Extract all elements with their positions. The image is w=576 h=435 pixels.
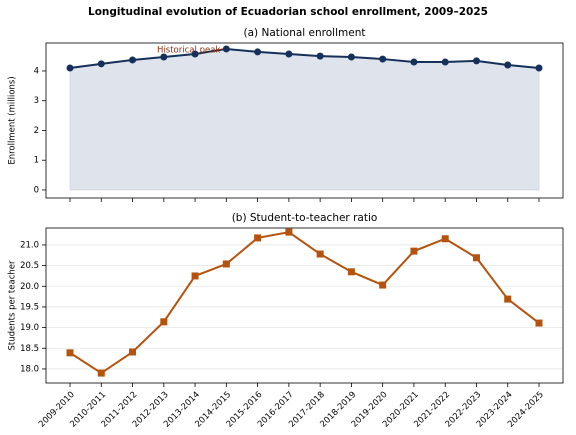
marker	[285, 50, 293, 58]
y-tick-label: 0	[34, 185, 39, 195]
y-tick-label: 1	[34, 156, 39, 166]
y-axis-label: Enrollment (millions)	[8, 76, 18, 164]
marker	[160, 318, 168, 326]
marker	[254, 234, 262, 242]
y-tick-label: 19.0	[20, 323, 39, 333]
y-tick-label: 20.5	[20, 261, 39, 271]
marker	[410, 247, 418, 255]
annotation: Historical peak	[157, 45, 220, 55]
marker	[347, 268, 355, 276]
marker	[97, 60, 105, 68]
marker	[441, 235, 449, 243]
marker	[535, 64, 543, 72]
marker	[66, 349, 74, 357]
panel-title: (b) Student-to-teacher ratio	[232, 212, 378, 224]
y-tick-label: 4	[34, 66, 39, 76]
marker	[191, 272, 199, 280]
marker	[191, 50, 199, 58]
marker	[535, 319, 543, 327]
panel-title: (a) National enrollment	[244, 27, 366, 39]
y-axis-label: Students per teacher	[8, 260, 18, 350]
marker	[410, 58, 418, 66]
marker	[379, 55, 387, 63]
y-tick-label: 2	[34, 126, 39, 136]
y-tick-label: 18.5	[20, 344, 39, 354]
y-tick-label: 21.0	[20, 240, 39, 250]
y-tick-label: 18.0	[20, 364, 39, 374]
annotation-arrow	[218, 48, 224, 51]
marker	[316, 52, 324, 60]
figure-title: Longitudinal evolution of Ecuadorian sch…	[88, 6, 488, 18]
y-tick-label: 20.0	[20, 282, 39, 292]
marker	[285, 228, 293, 236]
marker	[504, 61, 512, 69]
marker	[222, 45, 230, 53]
marker	[129, 348, 137, 356]
area	[69, 48, 540, 191]
y-tick-label: 3	[34, 96, 39, 106]
marker	[472, 57, 480, 65]
marker	[504, 295, 512, 303]
line	[69, 47, 540, 69]
line	[69, 231, 540, 375]
marker	[347, 53, 355, 61]
marker	[254, 48, 262, 56]
marker	[97, 369, 105, 377]
marker	[441, 58, 449, 66]
marker	[222, 260, 230, 268]
marker	[472, 254, 480, 262]
marker	[66, 64, 74, 72]
marker	[160, 53, 168, 61]
marker	[379, 281, 387, 289]
marker	[129, 56, 137, 64]
axes-frame	[45, 227, 564, 384]
y-tick-label: 19.5	[20, 302, 39, 312]
marker	[316, 250, 324, 258]
axes-frame	[45, 42, 564, 199]
